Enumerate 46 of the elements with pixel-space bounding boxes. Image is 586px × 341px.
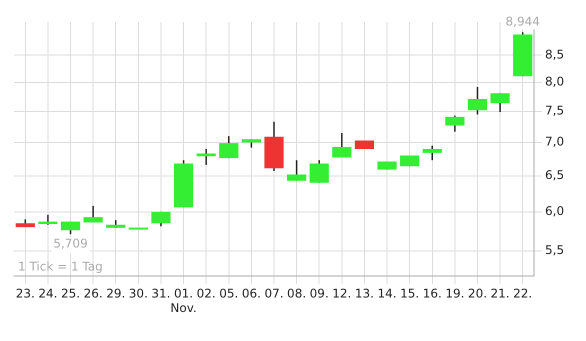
x-tick-label: 24. xyxy=(38,286,58,301)
candlestick xyxy=(310,159,329,184)
x-tick-label: 01. Nov. xyxy=(170,286,197,315)
x-tick-label: 26. xyxy=(84,286,103,301)
y-tick-label: 5,5 xyxy=(545,243,564,258)
x-tick-label: 02. xyxy=(196,286,216,301)
x-tick-label: 07. xyxy=(264,286,284,301)
candlestick xyxy=(84,205,103,224)
candlestick xyxy=(468,86,488,116)
y-tick-label: 6,0 xyxy=(545,204,564,218)
x-tick-label: 30. xyxy=(128,286,148,301)
x-tick-label: 14. xyxy=(377,286,397,301)
x-tick-label: 22. xyxy=(513,286,532,301)
x-tick-label: 12. xyxy=(332,286,352,301)
candlestick xyxy=(219,135,238,159)
x-tick-label: 21. xyxy=(490,286,510,301)
y-tick-label: 8,5 xyxy=(545,47,564,62)
x-tick-label: 05. xyxy=(219,286,238,301)
y-tick-label: 7,5 xyxy=(545,104,564,118)
candlestick xyxy=(151,211,171,228)
y-tick-label: 6,5 xyxy=(545,168,564,182)
y-tick-label: 7,0 xyxy=(545,134,564,149)
x-tick-label: 19. xyxy=(445,286,464,301)
candlestick xyxy=(445,114,464,132)
x-tick-label: 16. xyxy=(422,286,442,301)
x-tick-label: 25. xyxy=(60,286,80,301)
annotation: 5,709 xyxy=(53,236,88,250)
x-tick-label: 13. xyxy=(354,286,374,301)
candlestick xyxy=(196,148,216,166)
annotation: 1 Tick = 1 Tag xyxy=(18,259,103,274)
x-tick-label: 06. xyxy=(242,286,261,301)
x-tick-label: 31. xyxy=(151,286,171,301)
candlestick xyxy=(287,159,306,182)
candlestick xyxy=(332,132,352,158)
x-tick-label: 20. xyxy=(468,286,488,301)
x-tick-label: 23. xyxy=(16,286,35,301)
x-tick-label: 09. xyxy=(310,286,329,301)
candlestick xyxy=(490,92,510,113)
candlestick xyxy=(422,144,442,161)
candlestick xyxy=(38,214,58,226)
y-tick-label: 8,0 xyxy=(545,74,564,89)
x-tick-label: 08. xyxy=(287,286,306,301)
x-tick-label: 15. xyxy=(400,286,420,301)
candlestick xyxy=(60,220,80,235)
annotation: 8,944 xyxy=(506,14,540,28)
x-tick-label: 29. xyxy=(106,286,126,301)
